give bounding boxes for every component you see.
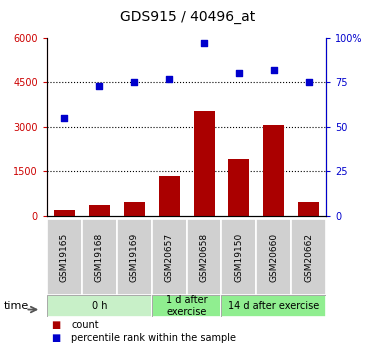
Text: 0 h: 0 h [92, 301, 107, 311]
Text: GSM20658: GSM20658 [200, 233, 208, 282]
Point [306, 80, 312, 85]
Bar [152, 295, 222, 317]
Bar [54, 210, 75, 216]
Bar [291, 219, 326, 295]
Text: ■: ■ [51, 333, 60, 343]
Text: count: count [71, 320, 99, 330]
Bar [298, 202, 319, 216]
Bar [47, 219, 82, 295]
Point [131, 80, 137, 85]
Text: 1 d after
exercise: 1 d after exercise [166, 295, 207, 317]
Bar [187, 219, 222, 295]
Bar [194, 110, 214, 216]
Bar [47, 295, 152, 317]
Point [236, 71, 242, 76]
Point [62, 115, 68, 121]
Point [271, 67, 277, 73]
Bar [222, 219, 256, 295]
Text: percentile rank within the sample: percentile rank within the sample [71, 333, 236, 343]
Text: GSM19168: GSM19168 [95, 233, 104, 282]
Text: GSM19169: GSM19169 [130, 233, 139, 282]
Point [96, 83, 102, 89]
Bar [47, 295, 152, 317]
Text: time: time [4, 301, 29, 311]
Bar [222, 295, 326, 317]
Text: GSM20660: GSM20660 [269, 233, 278, 282]
Point [166, 76, 172, 81]
Bar [228, 159, 249, 216]
Bar [222, 295, 326, 317]
Bar [124, 202, 145, 216]
Bar [152, 219, 187, 295]
Bar [117, 219, 152, 295]
Text: GSM19150: GSM19150 [234, 233, 243, 282]
Bar [152, 295, 222, 317]
Text: GDS915 / 40496_at: GDS915 / 40496_at [120, 10, 255, 24]
Point [201, 40, 207, 46]
Bar [256, 219, 291, 295]
Text: GSM20657: GSM20657 [165, 233, 174, 282]
Text: ■: ■ [51, 320, 60, 330]
Text: GSM20662: GSM20662 [304, 233, 313, 282]
Text: 14 d after exercise: 14 d after exercise [228, 301, 320, 311]
Bar [263, 125, 284, 216]
Text: GSM19165: GSM19165 [60, 233, 69, 282]
Bar [89, 205, 110, 216]
Bar [159, 176, 180, 216]
Bar [82, 219, 117, 295]
